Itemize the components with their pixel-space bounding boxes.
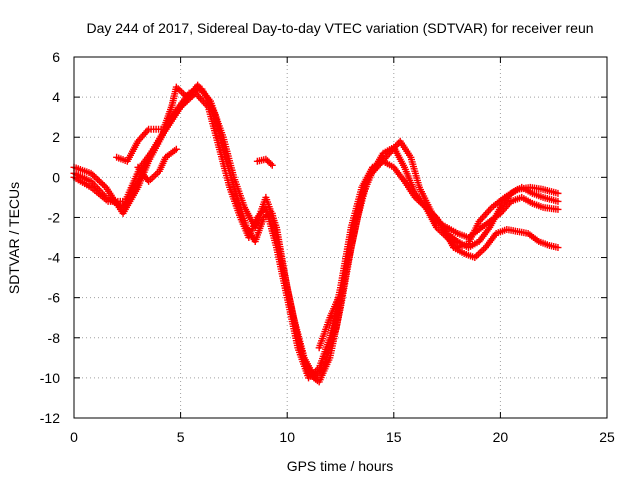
x-tick-label: 25: [599, 429, 615, 445]
y-tick-label: -12: [40, 410, 60, 426]
data-point: [267, 160, 275, 168]
series-satellite-track-8: [315, 294, 342, 352]
data-point: [172, 145, 180, 153]
grid: [74, 57, 607, 418]
series-satellite-track-7: [422, 183, 562, 252]
y-tick-label: 6: [52, 49, 60, 65]
data-point: [334, 294, 342, 302]
series-satellite-track-4: [113, 83, 191, 165]
data-point: [554, 189, 562, 197]
data-point: [554, 205, 562, 213]
series-satellite-track-6: [253, 155, 276, 169]
ticks: 0 5 10 15 20 25 -12 -10 -8 -6 -4 -2 0 2 4 6: [40, 49, 615, 445]
y-tick-label: -8: [48, 330, 61, 346]
chart-title: Day 244 of 2017, Sidereal Day-to-day VTE…: [86, 20, 593, 36]
y-tick-label: 2: [52, 129, 60, 145]
series-layer: [70, 81, 562, 386]
x-tick-label: 20: [493, 429, 509, 445]
x-axis-label: GPS time / hours: [287, 458, 394, 474]
plot-frame: [73, 56, 608, 419]
y-tick-label: -2: [48, 209, 61, 225]
y-axis-label: SDTVAR / TECUs: [6, 182, 22, 294]
y-tick-label: 4: [52, 89, 60, 105]
series-satellite-track-5: [134, 145, 180, 185]
y-tick-label: -4: [48, 250, 61, 266]
x-tick-label: 0: [70, 429, 78, 445]
data-point: [183, 93, 191, 101]
data-point: [268, 161, 276, 169]
y-tick-label: -6: [48, 290, 61, 306]
x-tick-label: 5: [177, 429, 185, 445]
y-tick-label: 0: [52, 169, 60, 185]
x-tick-label: 15: [386, 429, 402, 445]
x-tick-label: 10: [279, 429, 295, 445]
data-point: [554, 244, 562, 252]
data-point: [554, 197, 562, 205]
y-tick-label: -10: [40, 370, 60, 386]
